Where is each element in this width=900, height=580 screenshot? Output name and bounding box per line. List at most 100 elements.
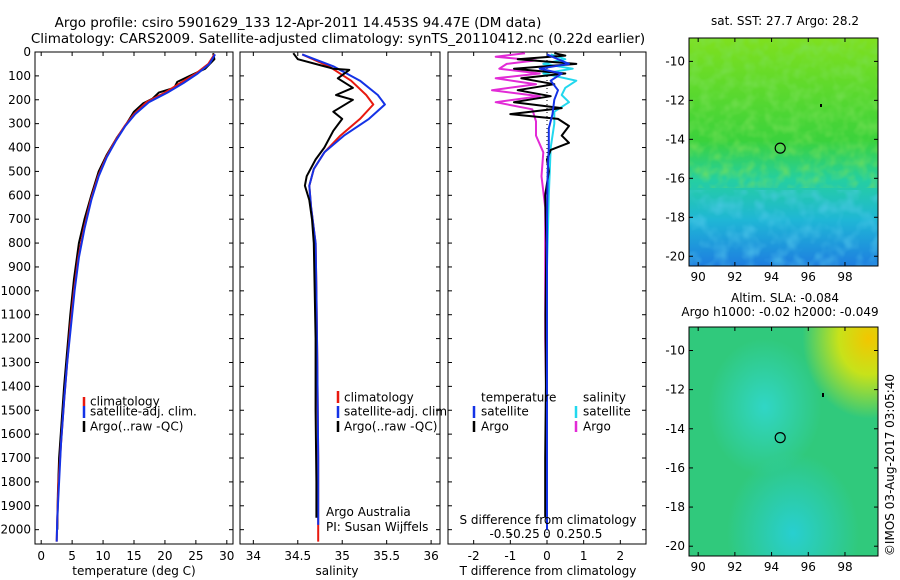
sal-xtick-label: 34.5 (284, 549, 311, 563)
temp-xtick-label: 25 (188, 549, 203, 563)
map-ytick-label: -14 (665, 132, 685, 146)
sla-argo-position-marker (774, 432, 786, 444)
depth-ytick-label: 1900 (0, 499, 31, 513)
sst-map-texture-south (689, 190, 878, 266)
sdiff-tick-label: 0.5 (583, 527, 602, 541)
temp-satellite-line (55, 53, 216, 542)
temperature-xlabel: temperature (deg C) (72, 564, 195, 578)
map-ytick-label: -12 (665, 383, 685, 397)
temp-xtick-label: 30 (219, 549, 234, 563)
sst-map-panel: sat. SST: 27.7 Argo: 28.2 90 92 94 96 98 -10 -… (665, 14, 879, 284)
tdiff-xtick-label: 2 (617, 549, 625, 563)
depth-ytick-label: 500 (8, 164, 31, 178)
depth-ytick-label: 400 (8, 141, 31, 155)
depth-ytick-label: 700 (8, 212, 31, 226)
salinity-axes (239, 51, 441, 545)
t-difference-xlabel: T difference from climatology (459, 564, 637, 578)
temp-xtick-label: 0 (37, 549, 45, 563)
depth-ytick-label: 900 (8, 260, 31, 274)
pi-label: PI: Susan Wijffels (326, 520, 428, 534)
map-xtick-label: 98 (837, 270, 852, 284)
s-difference-label: S difference from climatology (460, 513, 637, 527)
figure-title-line2: Climatology: CARS2009. Satellite-adjuste… (31, 31, 645, 47)
map-xtick-label: 90 (691, 560, 706, 574)
depth-ytick-label: 200 (8, 93, 31, 107)
depth-ytick-label: 1600 (0, 427, 31, 441)
depth-ytick-label: 300 (8, 117, 31, 131)
diff-legend-s-satellite: satellite (583, 405, 631, 419)
sla-minor-marker (822, 393, 824, 397)
temp-legend-climatology: climatology (90, 395, 160, 409)
depth-ytick-label: 1800 (0, 475, 31, 489)
map-ytick-label: -20 (665, 249, 685, 263)
depth-ytick-label: 1500 (0, 403, 31, 417)
diff-legend-t-satellite: satellite (481, 405, 529, 419)
diff-legend-salinity-title: salinity (583, 391, 626, 405)
map-xtick-label: 96 (801, 270, 816, 284)
difference-legend: temperature satellite Argo salinity sate… (472, 391, 631, 434)
sal-legend-climatology: climatology (344, 391, 414, 405)
map-ytick-label: -10 (665, 54, 685, 68)
sst-map-texture (689, 38, 878, 188)
map-ytick-label: -14 (665, 422, 685, 436)
map-xtick-label: 96 (801, 560, 816, 574)
depth-ytick-label: 1000 (0, 284, 31, 298)
map-ytick-label: -18 (665, 210, 685, 224)
sal-xtick-label: 35 (335, 549, 350, 563)
sla-map-frame (688, 326, 879, 557)
depth-ytick-label: 600 (8, 188, 31, 202)
depth-ytick-label: 800 (8, 236, 31, 250)
imos-credit: ©IMOS 03-Aug-2017 03:05:40 (883, 374, 897, 556)
depth-ytick-label: 1100 (0, 308, 31, 322)
sla-map-panel: Altim. SLA: -0.084 Argo h1000: -0.02 h20… (665, 291, 878, 574)
depth-ytick-label: 0 (23, 45, 31, 59)
sal-xtick-label: 35.5 (373, 549, 400, 563)
depth-ytick-label: 1400 (0, 379, 31, 393)
map-xtick-label: 94 (764, 270, 779, 284)
tdiff-xtick-label: 1 (580, 549, 588, 563)
temp-xtick-label: 15 (126, 549, 141, 563)
figure-title-line1: Argo profile: csiro 5901629_133 12-Apr-2… (55, 15, 542, 31)
diff-legend-temperature-title: temperature (481, 391, 556, 405)
map-xtick-label: 98 (837, 560, 852, 574)
diff-s-argo-line (491, 52, 548, 518)
sst-minor-marker (820, 104, 822, 107)
sst-argo-position-marker (774, 142, 786, 154)
map-xtick-label: 92 (727, 560, 742, 574)
map-xtick-label: 92 (727, 270, 742, 284)
depth-ytick-label: 2000 (0, 523, 31, 537)
map-ytick-label: -16 (665, 171, 685, 185)
temp-xtick-label: 10 (95, 549, 110, 563)
temp-legend-argo: Argo(..raw -QC) (90, 420, 183, 434)
sal-satellite-line (301, 53, 386, 525)
difference-panel: -2 -1 0 1 2 -0.5-0.25 0 0.25 0.5 S difference fr… (447, 51, 647, 578)
sal-xtick-label: 36 (423, 549, 438, 563)
sal-argo-line (292, 52, 354, 518)
sdiff-tick-label: -0.25 (509, 527, 540, 541)
tdiff-xtick-label: -1 (504, 549, 516, 563)
map-ytick-label: -16 (665, 461, 685, 475)
map-ytick-label: -10 (665, 343, 685, 357)
sla-map-title-line2: Argo h1000: -0.02 h2000: -0.049 (681, 305, 878, 319)
salinity-xlabel: salinity (315, 564, 358, 578)
map-ytick-label: -20 (665, 539, 685, 553)
diff-legend-s-argo: Argo (583, 420, 611, 434)
temp-xtick-label: 5 (68, 549, 76, 563)
temperature-legend: climatology satellite-adj. clim. Argo(..… (82, 395, 197, 434)
map-ytick-label: -18 (665, 500, 685, 514)
map-xtick-label: 94 (764, 560, 779, 574)
tdiff-xtick-label: -2 (468, 549, 480, 563)
depth-ytick-label: 1300 (0, 355, 31, 369)
map-ytick-label: -12 (665, 93, 685, 107)
salinity-legend: climatology satellite-adj. clim. Argo(..… (336, 391, 451, 434)
sdiff-tick-label: -0.5 (489, 527, 512, 541)
sst-map-frame (688, 37, 879, 267)
map-xtick-label: 90 (691, 270, 706, 284)
diff-t-satellite-line (538, 53, 570, 530)
sal-legend-satellite: satellite-adj. clim. (344, 405, 451, 419)
diff-legend-t-argo: Argo (481, 420, 509, 434)
depth-ytick-label: 100 (8, 69, 31, 83)
depth-ytick-label: 1200 (0, 332, 31, 346)
sdiff-tick-label: 0 (543, 527, 551, 541)
